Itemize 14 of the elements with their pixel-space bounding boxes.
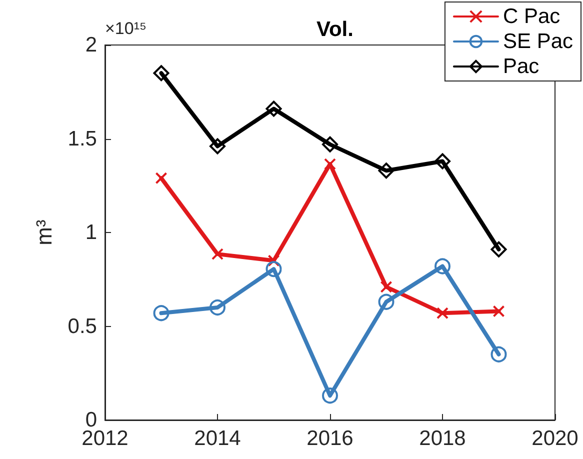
chart-title: Vol. <box>316 18 354 41</box>
x-tick-label: 2016 <box>306 427 354 450</box>
y-tick-label: 1.5 <box>68 127 97 150</box>
y-axis-title: m³ <box>32 220 56 246</box>
legend-label: C Pac <box>502 5 560 28</box>
x-tick-label: 2014 <box>194 427 242 450</box>
legend-label: Pac <box>502 55 540 78</box>
y-tick-label: 1 <box>85 221 97 244</box>
y-tick-label: 0.5 <box>68 314 97 338</box>
y-tick-label: 2 <box>85 34 97 56</box>
legend-label: SE Pac <box>502 30 574 53</box>
x-tick-label: 2020 <box>532 427 578 450</box>
text: ×10¹⁵ <box>105 19 147 38</box>
x-tick-label: 2018 <box>419 427 466 450</box>
